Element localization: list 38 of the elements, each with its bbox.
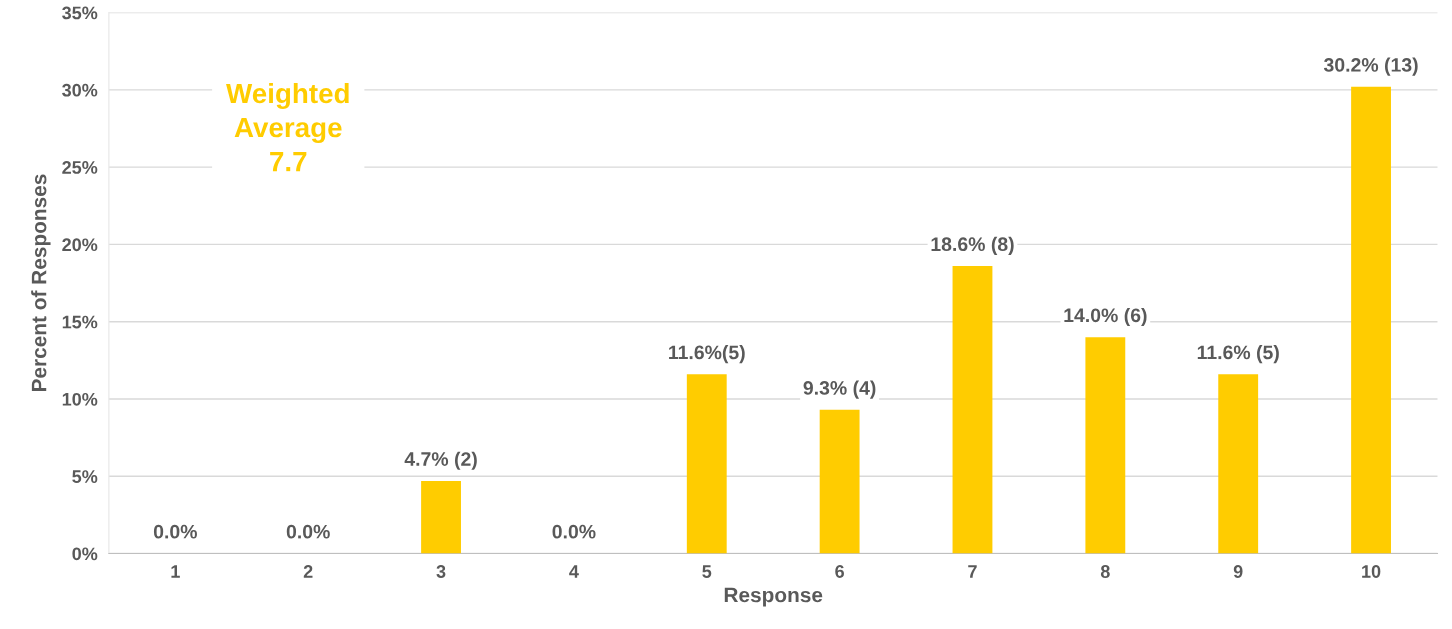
x-tick-label: 9	[1233, 565, 1243, 578]
x-tick-label: 5	[702, 565, 712, 578]
x-axis-title: Response	[724, 587, 823, 607]
x-tick-label: 4	[569, 565, 579, 578]
bar	[1218, 374, 1259, 554]
bar	[686, 374, 727, 554]
y-tick-label: 35%	[62, 6, 98, 20]
data-label: 18.6% (8)	[931, 236, 1014, 255]
data-label: 14.0% (6)	[1064, 307, 1147, 327]
y-tick-label: 20%	[62, 238, 98, 252]
x-tick-label: 10	[1362, 565, 1381, 578]
data-label: 11.6%(5)	[669, 345, 745, 364]
data-label: 11.6% (5)	[1197, 345, 1279, 364]
x-tick-label: 7	[968, 565, 977, 578]
y-tick-label: 30%	[62, 83, 98, 97]
data-label: 0.0%	[552, 524, 596, 539]
bar	[1085, 337, 1126, 554]
bar	[1351, 86, 1391, 554]
y-tick-label: 25%	[62, 161, 98, 174]
x-tick-label: 1	[171, 565, 180, 578]
bar	[819, 409, 860, 554]
y-tick-label: 10%	[62, 392, 98, 406]
data-label: 4.7% (2)	[404, 451, 477, 470]
y-tick-label: 15%	[62, 315, 98, 329]
bar	[421, 480, 461, 554]
data-label: 0.0%	[153, 524, 197, 539]
data-label: 30.2% (13)	[1323, 57, 1418, 76]
data-label: 0.0%	[286, 524, 330, 539]
annotation: Weighted Average 7.7	[226, 82, 349, 172]
data-label: 9.3% (4)	[803, 380, 876, 399]
bar	[952, 266, 993, 554]
x-tick-label: 2	[303, 565, 313, 578]
y-tick-label: 5%	[72, 470, 98, 483]
x-tick-label: 6	[835, 565, 844, 578]
y-axis-title: Percent of Responses	[31, 174, 51, 392]
x-tick-label: 8	[1100, 565, 1110, 578]
y-tick-label: 0%	[72, 547, 98, 561]
x-tick-label: 3	[436, 565, 446, 578]
